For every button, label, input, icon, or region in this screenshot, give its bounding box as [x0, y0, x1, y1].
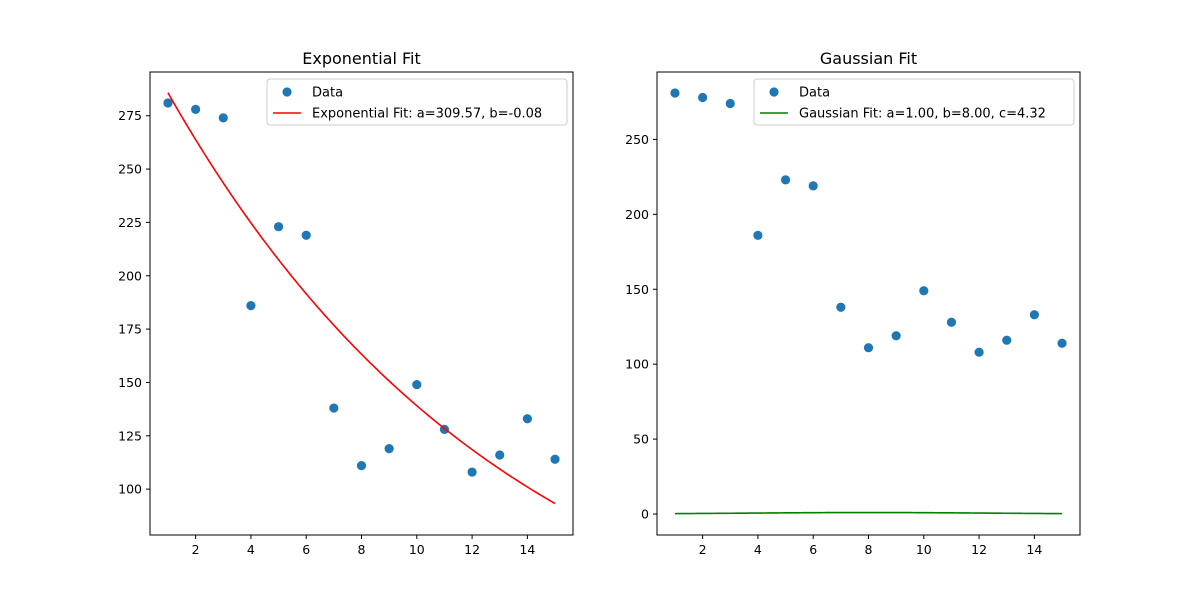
- data-point: [1057, 338, 1067, 348]
- y-tick-label: 200: [625, 207, 649, 222]
- x-tick-label: 12: [464, 542, 480, 557]
- chart-title: Exponential Fit: [302, 49, 420, 68]
- y-tick-label: 225: [118, 215, 142, 230]
- legend-box: [266, 78, 568, 126]
- data-point: [522, 414, 532, 424]
- y-tick-label: 150: [625, 282, 649, 297]
- y-tick-label: 250: [118, 162, 142, 177]
- y-tick-label: 200: [118, 268, 142, 283]
- x-tick-label: 8: [358, 542, 366, 557]
- x-tick-label: 4: [754, 542, 762, 557]
- data-points: [163, 98, 560, 477]
- data-point: [891, 331, 901, 341]
- x-tick-label: 6: [302, 542, 310, 557]
- chart-title: Gaussian Fit: [820, 49, 917, 68]
- data-points: [670, 88, 1067, 357]
- data-point: [163, 98, 173, 108]
- fit-line: [167, 92, 556, 505]
- exponential-fit-chart: Exponential Fit 2 4 6 8 10 12 14 100 125 150 175 200…: [118, 49, 574, 557]
- legend-box: [753, 78, 1075, 126]
- data-point: [919, 286, 929, 296]
- y-tick-label: 125: [118, 428, 142, 443]
- legend-label: Exponential Fit: a=309.57, b=-0.08: [312, 107, 542, 122]
- data-point: [356, 461, 367, 471]
- y-tick-label: 100: [118, 482, 142, 497]
- data-point: [495, 450, 505, 460]
- legend-item: Data: [769, 86, 830, 101]
- data-point: [329, 403, 339, 413]
- y-tick-label: 150: [118, 375, 142, 390]
- data-point: [246, 301, 256, 311]
- data-point: [1002, 335, 1012, 345]
- legend-marker: [769, 87, 779, 97]
- data-point: [550, 454, 560, 464]
- y-tick-label: 175: [118, 322, 142, 337]
- legend: Data Gaussian Fit: a=1.00, b=8.00, c=4.32: [753, 78, 1075, 126]
- data-point: [218, 113, 228, 123]
- x-tick-label: 4: [247, 542, 255, 557]
- data-point: [384, 443, 394, 454]
- legend-label: Gaussian Fit: a=1.00, b=8.00, c=4.32: [799, 107, 1046, 122]
- x-tick-label: 2: [192, 542, 200, 557]
- data-point: [946, 317, 957, 327]
- data-point: [670, 88, 680, 98]
- y-tick-label: 50: [633, 432, 649, 447]
- legend-item: Exponential Fit: a=309.57, b=-0.08: [273, 107, 542, 122]
- fit-line: [674, 511, 1063, 515]
- legend-item: Data: [282, 86, 343, 101]
- data-point: [836, 302, 846, 312]
- legend-item: Gaussian Fit: a=1.00, b=8.00, c=4.32: [760, 107, 1046, 122]
- x-tick-label: 12: [971, 542, 987, 557]
- y-tick-label: 275: [118, 108, 142, 123]
- data-point: [467, 467, 477, 477]
- data-point: [273, 222, 284, 232]
- legend-marker: [282, 87, 292, 97]
- data-point: [753, 230, 763, 240]
- y-tick-label: 0: [641, 507, 649, 522]
- data-point: [191, 104, 201, 114]
- data-point: [863, 343, 874, 353]
- gaussian-fit-chart: Gaussian Fit 2 4 6 8 10 12 14 0 50 100 150 200 250 Dat…: [625, 49, 1081, 557]
- data-point: [808, 181, 818, 191]
- x-tick-label: 6: [809, 542, 817, 557]
- data-point: [301, 230, 311, 240]
- legend-label: Data: [799, 86, 830, 101]
- x-tick-label: 10: [409, 542, 425, 557]
- legend-label: Data: [312, 86, 343, 101]
- data-point: [974, 347, 984, 357]
- legend: Data Exponential Fit: a=309.57, b=-0.08: [266, 78, 568, 126]
- y-tick-label: 250: [625, 132, 649, 147]
- data-point: [412, 379, 422, 390]
- data-point: [780, 175, 791, 185]
- x-tick-label: 8: [865, 542, 873, 557]
- y-tick-label: 100: [625, 357, 649, 372]
- data-point: [725, 98, 735, 109]
- x-tick-label: 14: [1026, 542, 1042, 557]
- x-tick-label: 10: [916, 542, 932, 557]
- data-point: [1029, 310, 1039, 320]
- x-tick-label: 2: [699, 542, 707, 557]
- x-tick-label: 14: [519, 542, 535, 557]
- data-point: [698, 92, 708, 103]
